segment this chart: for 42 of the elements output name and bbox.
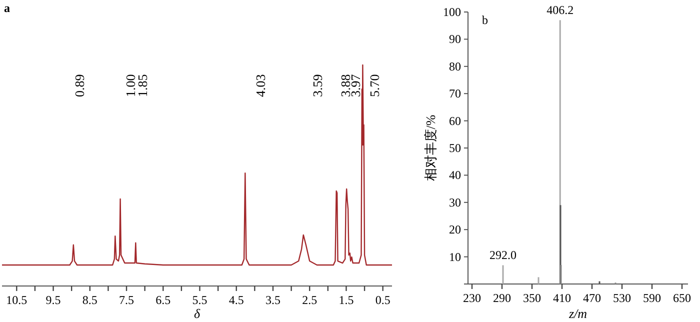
y-tick-label: 90: [449, 32, 461, 46]
x-axis-title: δ: [194, 306, 201, 321]
x-tick-label: 1.5: [338, 293, 354, 307]
y-tick-label: 30: [449, 195, 461, 210]
text: a: [4, 1, 10, 15]
annotation: 3.59: [310, 74, 325, 97]
annotation: 1.00: [123, 74, 138, 97]
annotation: 292.0: [490, 248, 516, 262]
x-tick-label: 530: [613, 291, 631, 305]
y-tick-label: 50: [449, 141, 461, 155]
x-tick-label: 650: [673, 291, 691, 305]
x-tick-label: 6.5: [156, 293, 171, 307]
y-tick-label: 80: [449, 59, 461, 74]
x-tick-label: 410: [553, 291, 571, 305]
y-tick-label: 60: [449, 114, 461, 128]
x-tick-label: 2.5: [302, 293, 318, 307]
annotation: b: [482, 13, 488, 27]
y-tick-label: 10: [449, 250, 461, 264]
x-tick-label: 470: [583, 291, 601, 305]
y-axis-title: 相对丰度/%: [423, 114, 438, 182]
y-tick-label: 20: [449, 222, 461, 237]
x-tick-label: 3.5: [265, 293, 280, 307]
x-tick-label: 230: [463, 291, 481, 305]
x-tick-label: 10.5: [6, 293, 28, 307]
x-tick-label: 7.5: [119, 293, 134, 307]
annotation: 0.89: [72, 74, 87, 97]
x-tick-label: 290: [493, 291, 511, 305]
y-tick-label: 70: [449, 86, 461, 101]
x-tick-label: 9.5: [46, 293, 61, 307]
x-tick-label: 4.5: [228, 293, 244, 307]
y-tick-label: 40: [449, 168, 461, 182]
x-axis-title: z/m: [568, 306, 588, 321]
annotation: 406.2: [546, 3, 574, 18]
annotation: 5.70: [367, 74, 382, 97]
x-tick-label: 590: [643, 291, 661, 305]
x-tick-label: 5.5: [192, 293, 208, 307]
x-tick-label: 0.5: [375, 293, 390, 307]
annotation: 1.85: [135, 74, 150, 97]
y-tick-label: 100: [443, 5, 461, 19]
x-tick-label: 350: [523, 291, 541, 305]
x-tick-label: 8.5: [82, 293, 98, 307]
annotation: 4.03: [253, 74, 268, 97]
